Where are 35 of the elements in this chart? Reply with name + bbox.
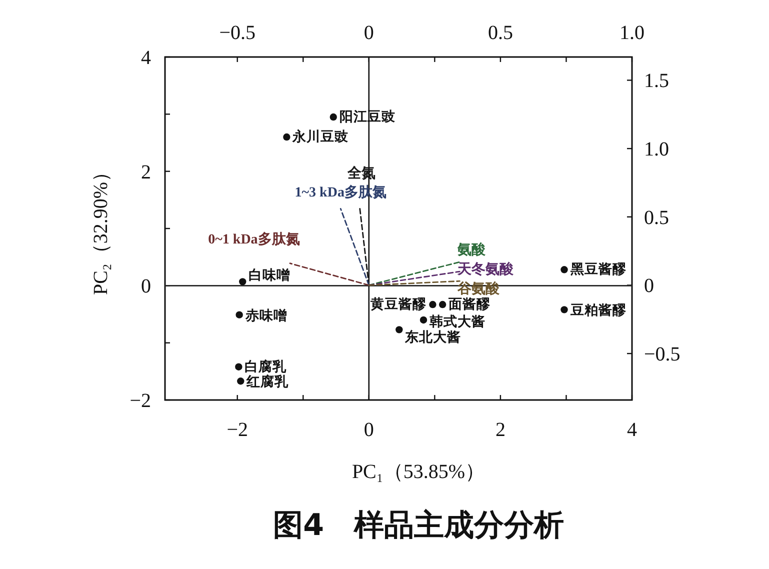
series-label: 氨酸: [456, 242, 487, 258]
series-label: 0~1 kDa多肽氮: [208, 231, 300, 248]
data-label: 白腐乳: [244, 358, 288, 374]
data-label: 豆粕酱醪: [569, 302, 628, 318]
y-tick-label: −2: [130, 390, 151, 412]
y2-tick-label: 0.5: [644, 206, 669, 229]
data-label: 永川豆豉: [292, 128, 349, 144]
y-tick-label: 4: [141, 47, 151, 69]
data-label: 韩式大酱: [428, 314, 486, 329]
y-axis-title: PC₂（32.90%）: [90, 162, 112, 296]
data-label: 白味噌: [248, 268, 291, 283]
data-label: 东北大酱: [404, 328, 462, 345]
y2-tick-label: −0.5: [644, 344, 680, 366]
x-tick-label: 0: [364, 419, 374, 441]
data-label: 红腐乳: [246, 373, 290, 390]
y2-tick-label: 0: [644, 275, 654, 298]
data-label: 黄豆酱醪: [370, 296, 428, 312]
series-label: 谷氨酸: [456, 281, 501, 298]
x2-tick-label: 0: [364, 22, 374, 44]
x-tick-label: 2: [495, 419, 506, 441]
data-label: 黑豆酱醪: [569, 262, 628, 277]
x-tick-label: 4: [627, 419, 637, 441]
y-tick-label: 2: [141, 161, 151, 184]
x-tick-label: −2: [226, 419, 248, 441]
y2-tick-label: 1.5: [644, 70, 669, 92]
x2-tick-label: −0.5: [219, 22, 256, 44]
y2-tick-label: 1.0: [644, 138, 669, 161]
data-label: 面酱醪: [448, 296, 492, 312]
text: 图4 样品主成分分析: [273, 508, 564, 543]
x2-tick-label: 0.5: [488, 22, 513, 44]
x2-tick-label: 1.0: [620, 22, 644, 44]
data-label: 赤味噌: [244, 308, 288, 323]
y-tick-label: 0: [141, 276, 151, 298]
x-axis-title: PC₁（53.85%）: [352, 461, 486, 483]
series-label: 天冬氨酸: [456, 262, 515, 278]
